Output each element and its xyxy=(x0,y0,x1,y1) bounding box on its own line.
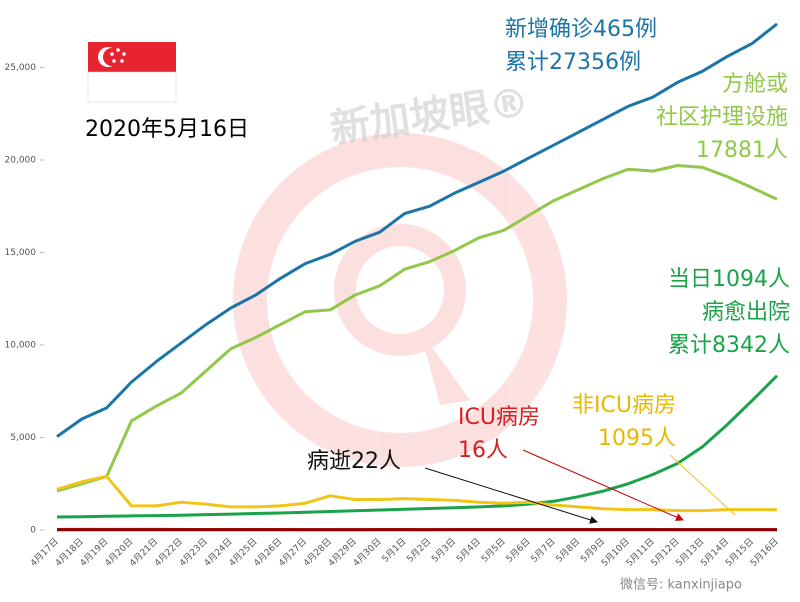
x-tick-label: 5月8日 xyxy=(554,536,583,565)
flag xyxy=(87,42,177,103)
series-line xyxy=(56,22,778,438)
annotation: 累计27356例 xyxy=(505,50,641,75)
annotation: 社区护理设施 xyxy=(656,105,788,130)
annotation: 16人 xyxy=(458,438,508,463)
x-tick-label: 5月6日 xyxy=(504,536,533,565)
series-line xyxy=(56,474,778,513)
annotation: ICU病房 xyxy=(458,405,540,430)
series-line xyxy=(56,374,779,519)
arrow xyxy=(424,467,598,524)
annotation: 新增确诊465例 xyxy=(505,17,657,42)
arrow xyxy=(522,449,684,521)
y-tick-label: 15,000 xyxy=(5,248,37,258)
y-tick-label: 25,000 xyxy=(5,63,37,73)
annotation: 非ICU病房 xyxy=(572,393,676,418)
annotation: 当日1094人 xyxy=(668,267,790,292)
annotation: 方舱或 xyxy=(722,72,788,97)
x-tick-label: 5月3日 xyxy=(430,536,459,565)
annotation: 病逝22人 xyxy=(307,449,401,474)
annotation: 病愈出院 xyxy=(702,300,790,325)
x-tick-label: 5月5日 xyxy=(479,536,508,565)
y-tick-label: 20,000 xyxy=(5,156,37,166)
arrow xyxy=(669,454,736,516)
y-tick-label: 0 xyxy=(30,526,36,536)
x-tick-label: 5月4日 xyxy=(454,536,483,565)
annotation: 1095人 xyxy=(598,426,676,451)
x-tick-label: 5月1日 xyxy=(380,536,409,565)
series-line xyxy=(56,164,778,493)
y-tick-label: 5,000 xyxy=(10,433,36,443)
annotation: 17881人 xyxy=(696,138,788,163)
x-tick-label: 5月2日 xyxy=(405,536,434,565)
y-tick-label: 10,000 xyxy=(5,341,37,351)
footer: 微信号: kanxinjiapo xyxy=(620,578,742,593)
date-label: 2020年5月16日 xyxy=(85,117,249,142)
annotation: 累计8342人 xyxy=(668,333,790,358)
x-tick-label: 5月7日 xyxy=(529,536,558,565)
watermark-logo xyxy=(233,133,567,467)
